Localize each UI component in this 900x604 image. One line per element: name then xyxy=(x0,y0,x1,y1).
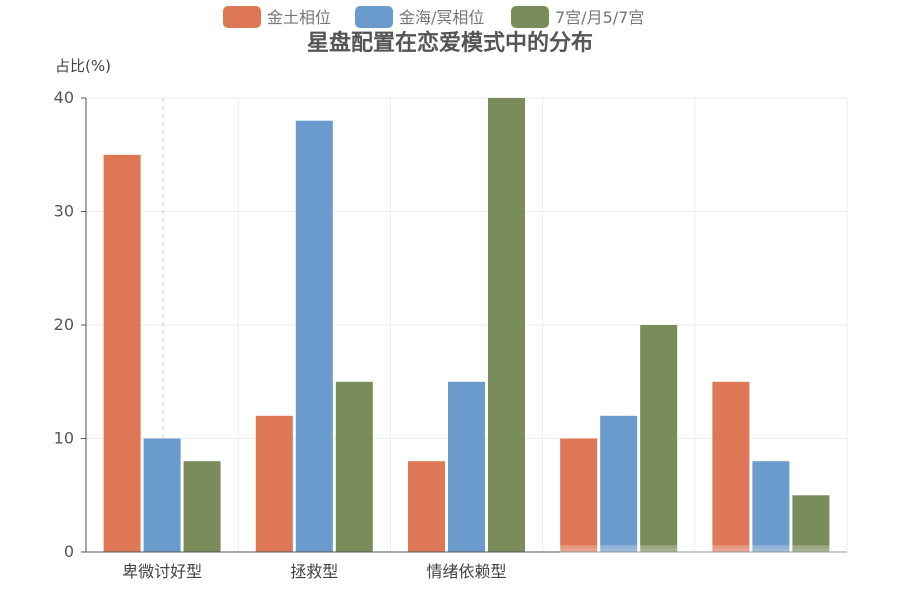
y-tick-label: 0 xyxy=(64,542,74,561)
bar-series-2-cat-4[interactable] xyxy=(600,415,638,552)
legend-label[interactable]: 7宫/月5/7宫 xyxy=(555,8,644,27)
chart-title: 星盘配置在恋爱模式中的分布 xyxy=(307,30,593,56)
legend-swatch[interactable] xyxy=(223,6,261,28)
y-axis-label: 占比(%) xyxy=(55,57,111,75)
bar-series-1-cat-5[interactable] xyxy=(712,381,750,553)
y-tick-label: 10 xyxy=(54,429,74,448)
x-tick-label: 拯救型 xyxy=(290,562,338,581)
bar-series-1-cat-3[interactable] xyxy=(408,461,445,552)
bar-series-3-cat-2[interactable] xyxy=(335,381,373,553)
x-tick-label: 卑微讨好型 xyxy=(122,562,202,581)
bar-series-2-cat-3[interactable] xyxy=(448,381,485,553)
bar-series-3-cat-3[interactable] xyxy=(488,98,525,552)
y-tick-label: 20 xyxy=(54,315,74,334)
legend-swatch[interactable] xyxy=(511,6,549,28)
bar-series-3-cat-4[interactable] xyxy=(640,325,678,552)
y-tick-label: 40 xyxy=(54,88,74,107)
axes-layer: 0 10 20 30 40 卑微讨好型 拯救型 情绪依赖型 xyxy=(54,88,847,581)
legend-swatch[interactable] xyxy=(355,6,393,28)
legend-label[interactable]: 金海/冥相位 xyxy=(399,8,484,27)
x-tick-label: 情绪依赖型 xyxy=(426,562,506,581)
bar-series-2-cat-2[interactable] xyxy=(295,120,333,552)
legend-label[interactable]: 金土相位 xyxy=(267,8,331,27)
bar-series-1-cat-4[interactable] xyxy=(560,438,598,553)
y-tick-label: 30 xyxy=(54,202,74,221)
bar-series-1-cat-1[interactable] xyxy=(103,154,141,553)
bars-layer xyxy=(103,98,830,553)
bar-series-3-cat-5[interactable] xyxy=(792,495,830,553)
bar-series-2-cat-1[interactable] xyxy=(143,438,181,553)
bar-series-1-cat-2[interactable] xyxy=(255,415,293,552)
legend[interactable]: 金土相位 金海/冥相位 7宫/月5/7宫 xyxy=(223,6,644,28)
grid-layer xyxy=(86,97,848,552)
bar-series-2-cat-5[interactable] xyxy=(752,461,790,552)
bar-series-3-cat-1[interactable] xyxy=(183,461,221,552)
